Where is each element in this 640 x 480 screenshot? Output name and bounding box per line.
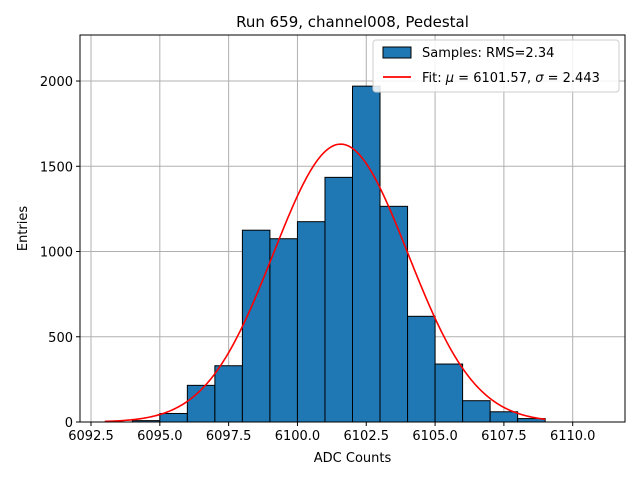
histogram-bar (462, 400, 491, 423)
plot-frame (79, 34, 626, 423)
x-axis-title: ADC Counts (314, 451, 392, 466)
histogram-bar (269, 238, 298, 423)
y-axis-title: Entries (16, 206, 31, 252)
legend-frame (372, 39, 620, 93)
histogram-bar (379, 205, 409, 423)
legend-fit-sigma-value: = 2.443 (543, 71, 599, 86)
legend-fit-label: Fit: μ = 6101.57, σ = 2.443 (422, 71, 600, 86)
histogram-bar (434, 363, 464, 423)
y-tick-label: 1000 (40, 246, 73, 261)
legend-samples-swatch (382, 46, 412, 59)
histogram-bar (489, 411, 519, 423)
y-tick-label: 500 (48, 331, 73, 346)
histogram-bar (241, 229, 271, 423)
chart-title: Run 659, channel008, Pedestal (236, 13, 469, 31)
y-tick-label: 0 (65, 416, 73, 431)
legend: Samples: RMS=2.34 Fit: μ = 6101.57, σ = … (372, 39, 620, 93)
x-tick-label: 6105.0 (412, 429, 458, 444)
x-axis-ticks: 6092.5 6095.0 6097.5 6100.0 6102.5 6105.0 6107… (68, 422, 595, 444)
gaussian-fit-curve (104, 143, 546, 423)
x-tick-label: 6102.5 (344, 429, 390, 444)
y-axis-ticks: 0 500 1000 1500 2000 (40, 75, 80, 431)
x-tick-label: 6100.0 (275, 429, 321, 444)
histogram-bar (214, 365, 243, 423)
x-tick-label: 6092.5 (68, 429, 114, 444)
legend-fit-mu-symbol: μ (445, 71, 454, 86)
legend-fit-sigma-symbol: σ (535, 71, 544, 86)
y-tick-label: 2000 (40, 75, 73, 90)
y-tick-label: 1500 (40, 160, 73, 175)
histogram-bar (296, 221, 326, 423)
x-tick-label: 6097.5 (206, 429, 252, 444)
legend-fit-mu-value: = 6101.57, (454, 71, 535, 86)
x-tick-label: 6095.0 (137, 429, 183, 444)
x-tick-label: 6107.5 (481, 429, 527, 444)
histogram-bar (159, 412, 188, 423)
histogram-bars (131, 85, 546, 423)
histogram-bar (407, 315, 436, 423)
histogram-bar (324, 176, 354, 423)
legend-samples-label: Samples: RMS=2.34 (422, 46, 554, 61)
legend-fit-prefix: Fit: (422, 71, 446, 86)
x-tick-label: 6110.0 (550, 429, 596, 444)
histogram-bar (352, 85, 381, 423)
